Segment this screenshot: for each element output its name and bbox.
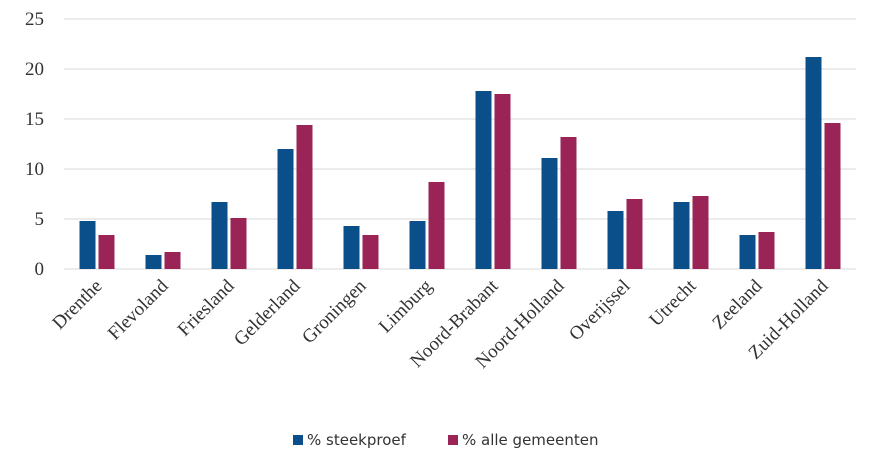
x-tick-label: Flevoland <box>104 275 173 344</box>
bar-steekproef-groningen <box>343 226 360 269</box>
bar-alle-gemeenten-noord-holland <box>560 137 577 269</box>
bar-alle-gemeenten-zuid-holland <box>824 123 841 269</box>
x-tick-label: Gelderland <box>230 275 305 350</box>
bar-alle-gemeenten-friesland <box>230 218 247 269</box>
y-tick-label: 25 <box>25 9 44 30</box>
bar-steekproef-noord-brabant <box>475 91 492 269</box>
bar-steekproef-zuid-holland <box>805 57 822 269</box>
legend-swatch <box>293 435 303 445</box>
bar-alle-gemeenten-gelderland <box>296 125 313 269</box>
legend-swatch <box>448 435 458 445</box>
y-tick-label: 10 <box>25 159 44 180</box>
bar-alle-gemeenten-flevoland <box>164 252 181 269</box>
bar-alle-gemeenten-limburg <box>428 182 445 269</box>
bar-alle-gemeenten-groningen <box>362 235 379 269</box>
bar-alle-gemeenten-noord-brabant <box>494 94 511 269</box>
x-tick-label: Overijssel <box>565 276 634 345</box>
bars <box>79 57 841 269</box>
legend-label: % alle gemeenten <box>462 431 599 449</box>
bar-steekproef-zeeland <box>739 235 756 269</box>
x-tick-label: Drenthe <box>48 276 106 334</box>
legend-label: % steekproef <box>307 431 407 449</box>
x-tick-label: Zeeland <box>708 275 766 333</box>
y-tick-label: 15 <box>25 109 44 130</box>
bar-steekproef-friesland <box>211 202 228 269</box>
legend: % steekproef % alle gemeenten <box>293 431 599 449</box>
bar-alle-gemeenten-overijssel <box>626 199 643 269</box>
bar-alle-gemeenten-drenthe <box>98 235 115 269</box>
x-tick-label: Limburg <box>375 275 437 337</box>
y-tick-label: 5 <box>35 209 45 230</box>
x-tick-label: Friesland <box>174 275 239 340</box>
y-axis-ticks: 0 5 10 15 20 25 <box>25 9 44 280</box>
y-tick-label: 20 <box>25 59 44 80</box>
bar-alle-gemeenten-zeeland <box>758 232 775 269</box>
x-tick-label: Utrecht <box>645 275 701 331</box>
bar-steekproef-limburg <box>409 221 426 269</box>
bar-steekproef-flevoland <box>145 255 162 269</box>
x-tick-label: Groningen <box>298 275 371 348</box>
gridlines <box>64 18 856 270</box>
bar-steekproef-noord-holland <box>541 158 558 269</box>
y-tick-label: 0 <box>35 259 45 280</box>
bar-steekproef-overijssel <box>607 211 624 269</box>
bar-steekproef-gelderland <box>277 149 294 269</box>
bar-steekproef-drenthe <box>79 221 96 269</box>
bar-steekproef-utrecht <box>673 202 690 269</box>
bar-alle-gemeenten-utrecht <box>692 196 709 269</box>
